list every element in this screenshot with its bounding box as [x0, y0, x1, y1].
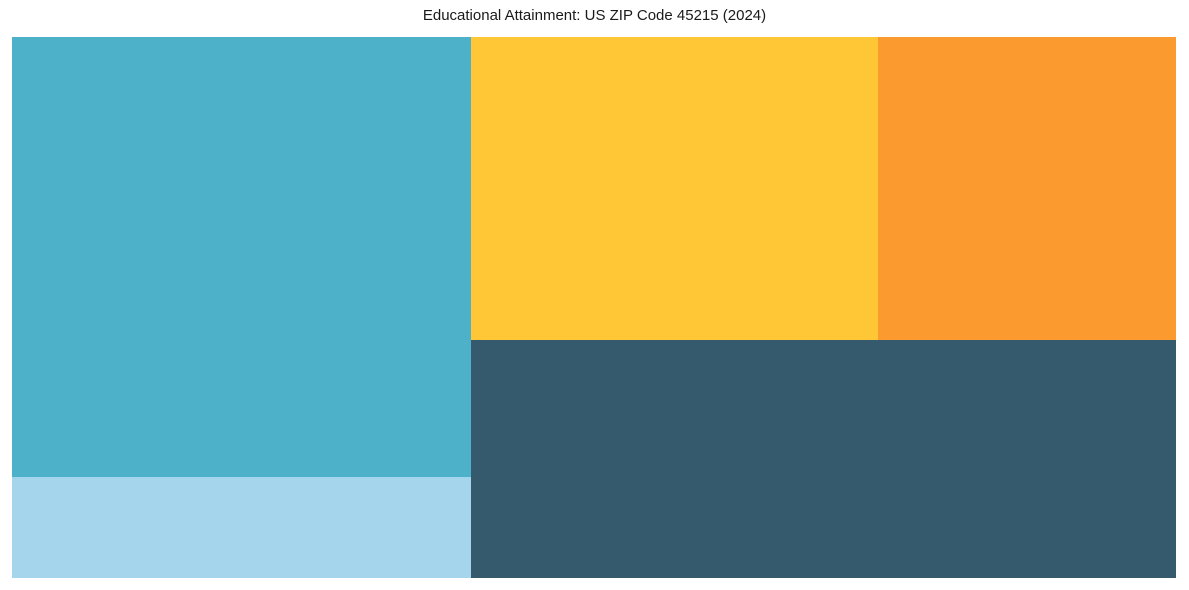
treemap-tile[interactable]: Graduate or professional degree — [878, 37, 1176, 340]
treemap-tile[interactable]: Less than high school — [12, 477, 471, 578]
treemap-tile[interactable]: Some college or associate degree — [12, 37, 471, 477]
treemap-plot-area: Some college or associate degreeBachelor… — [12, 37, 1176, 578]
treemap-tile[interactable]: Bachelor's degree — [471, 340, 1176, 578]
chart-title: Educational Attainment: US ZIP Code 4521… — [422, 7, 767, 24]
treemap-tile[interactable]: High school graduate — [471, 37, 878, 340]
